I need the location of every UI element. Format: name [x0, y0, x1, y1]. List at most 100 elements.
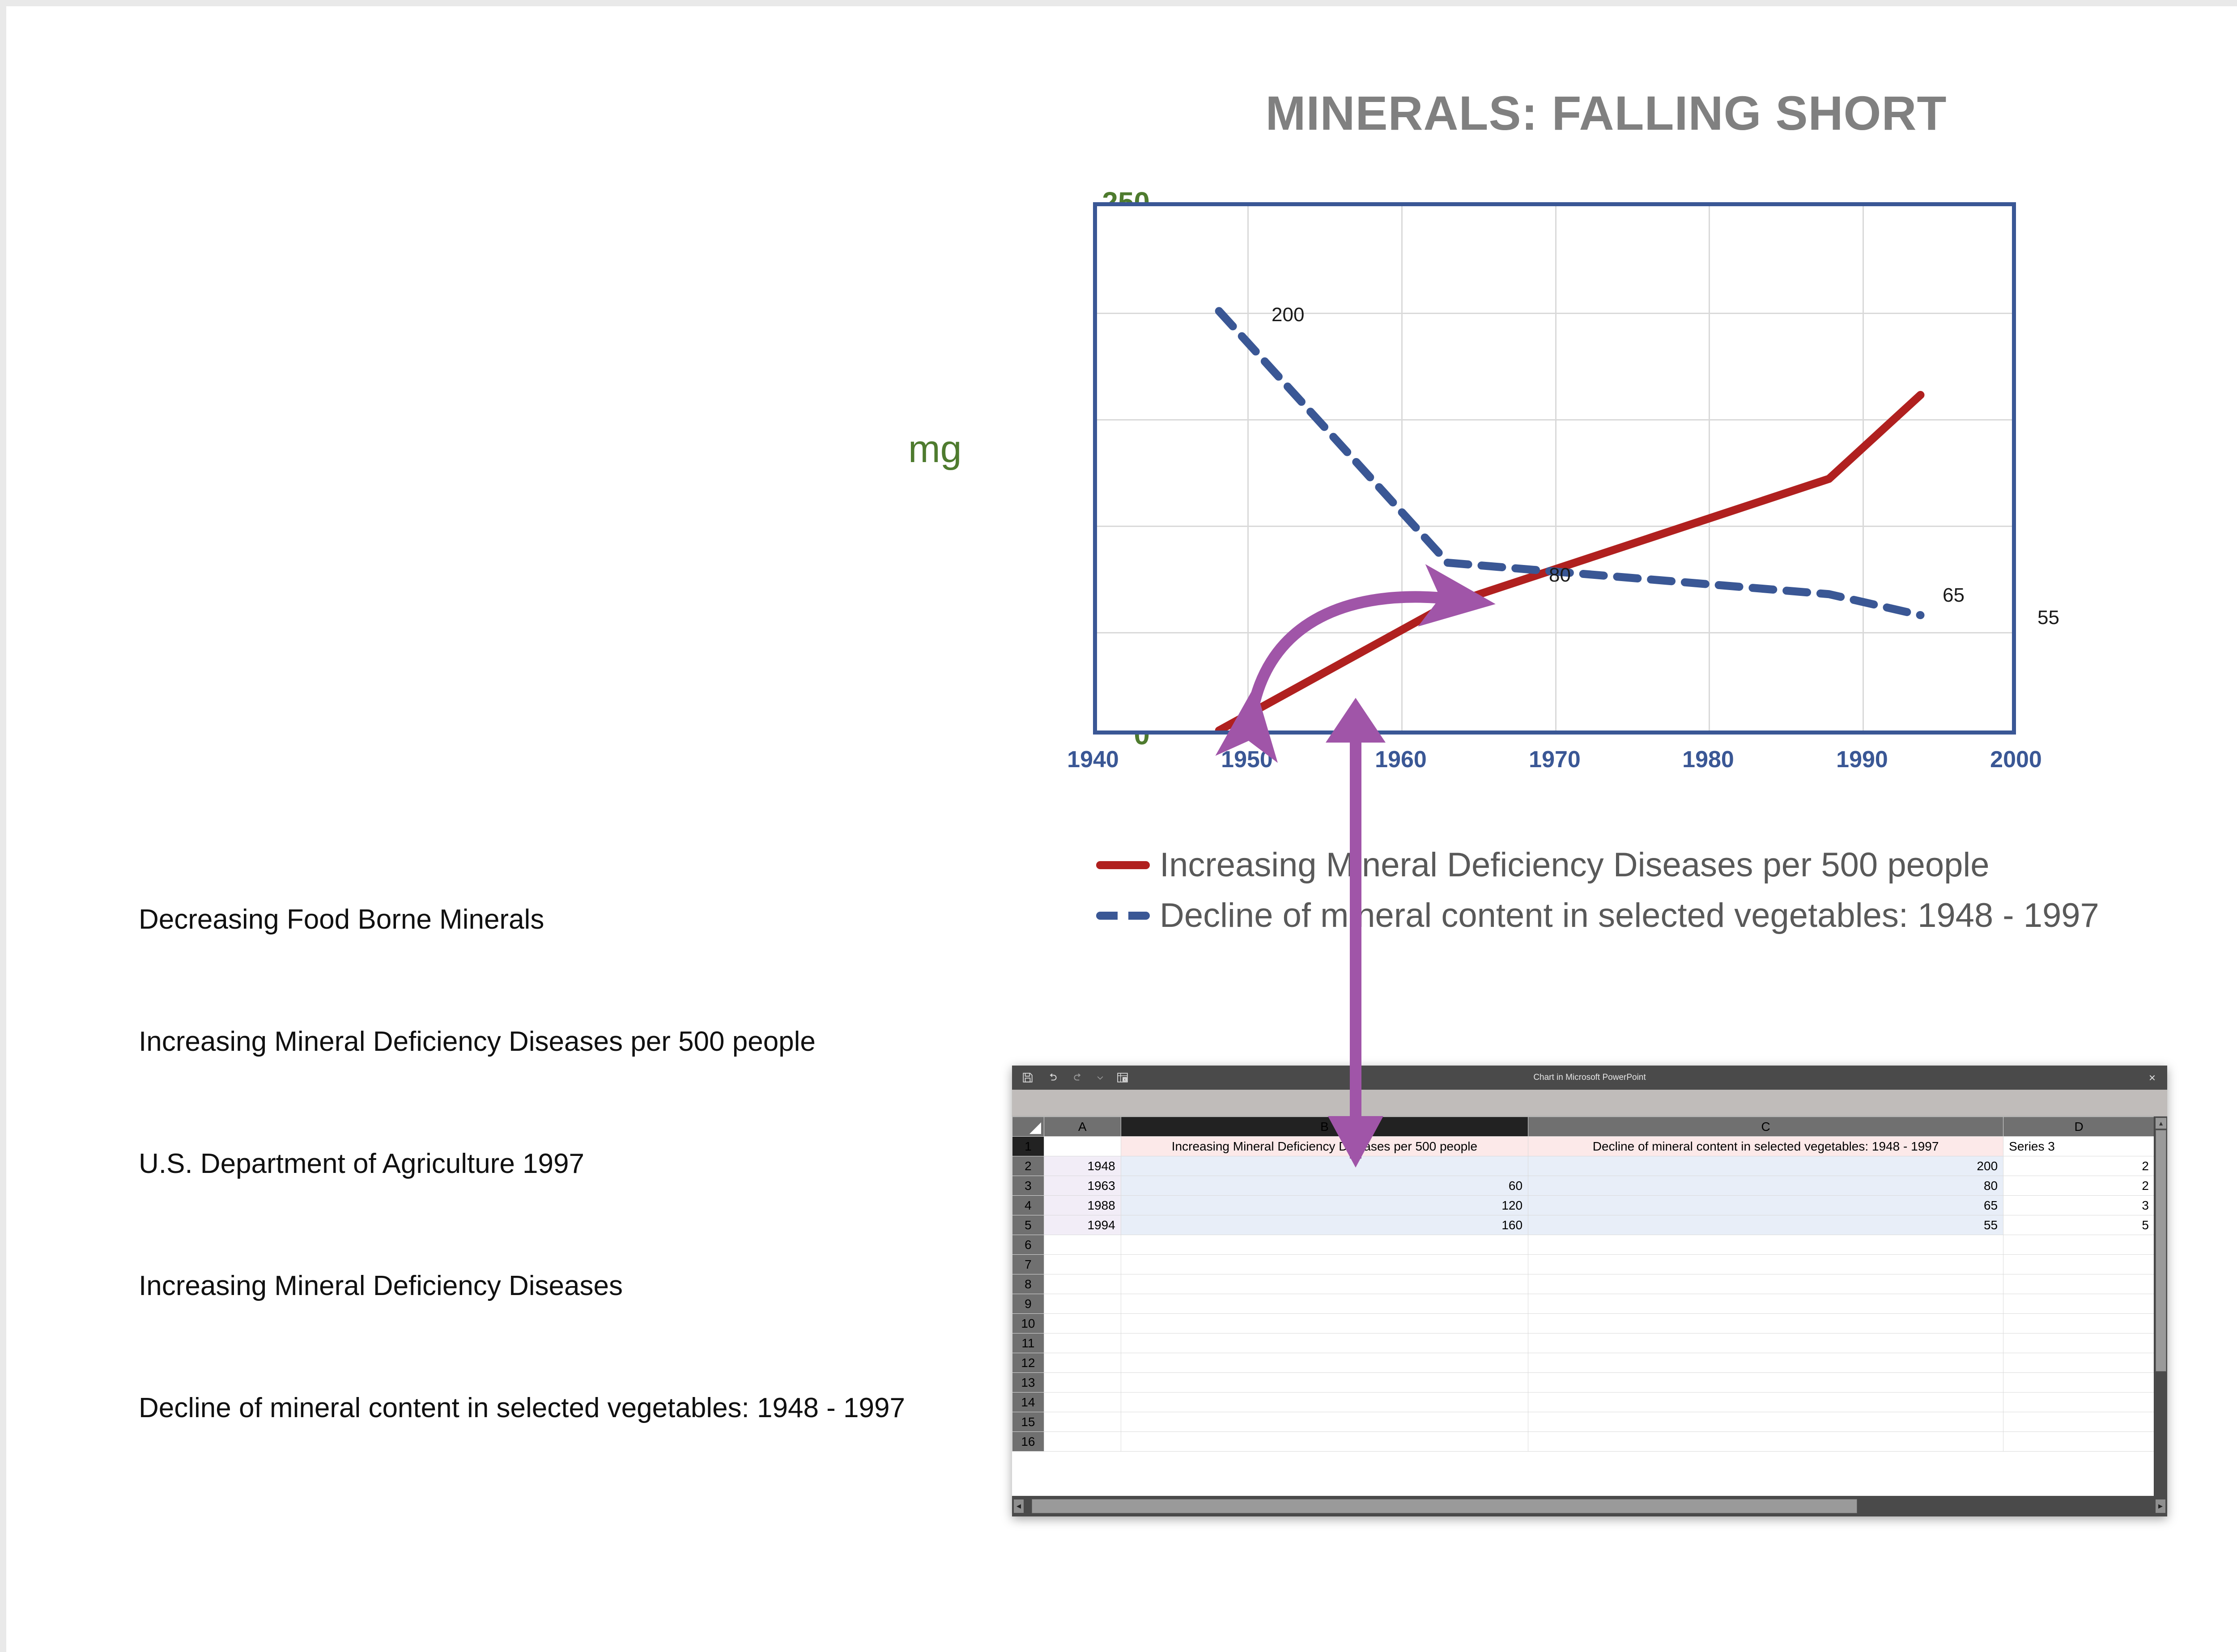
scroll-up-icon[interactable]: ▲ [2156, 1118, 2166, 1129]
row-header-14[interactable]: 14 [1012, 1392, 1044, 1412]
row-header-7[interactable]: 7 [1012, 1254, 1044, 1274]
cell-A7[interactable] [1043, 1254, 1121, 1274]
cell-C2[interactable]: 200 [1528, 1156, 2004, 1176]
row-header-16[interactable]: 16 [1012, 1431, 1044, 1452]
spreadsheet-grid-area[interactable]: A B C D 1 Increasing Mineral Deficiency Disea… [1012, 1117, 2167, 1516]
select-all-corner[interactable] [1012, 1117, 1044, 1137]
cell-A10[interactable] [1043, 1313, 1121, 1333]
cell-C9[interactable] [1528, 1294, 2004, 1314]
row-header-2[interactable]: 2 [1012, 1156, 1044, 1176]
sheet-row[interactable]: 6 [1012, 1235, 2155, 1255]
cell-C3[interactable]: 80 [1528, 1176, 2004, 1196]
cell-A16[interactable] [1043, 1431, 1121, 1452]
cell-A4[interactable]: 1988 [1043, 1195, 1121, 1215]
cell-B3[interactable]: 60 [1120, 1176, 1529, 1196]
cell-A11[interactable] [1043, 1333, 1121, 1353]
cell-A2[interactable]: 1948 [1043, 1156, 1121, 1176]
cell-D11[interactable] [2003, 1333, 2155, 1353]
sheet-row[interactable]: 16 [1012, 1431, 2155, 1452]
row-header-4[interactable]: 4 [1012, 1195, 1044, 1215]
cell-A9[interactable] [1043, 1294, 1121, 1314]
cell-C11[interactable] [1528, 1333, 2004, 1353]
sheet-row[interactable]: 13 [1012, 1372, 2155, 1393]
save-icon[interactable] [1022, 1072, 1033, 1083]
horizontal-scrollbar[interactable]: ◀ ▶ [1012, 1496, 2167, 1516]
cell-D8[interactable] [2003, 1274, 2155, 1294]
chart-object[interactable]: mg 250 200 150 100 50 0 1940 1950 1960 1… [895, 179, 2237, 783]
cell-D13[interactable] [2003, 1372, 2155, 1393]
cell-B13[interactable] [1120, 1372, 1529, 1393]
cell-B2[interactable] [1120, 1156, 1529, 1176]
cell-D4[interactable]: 3 [2003, 1195, 2155, 1215]
cell-C8[interactable] [1528, 1274, 2004, 1294]
sheet-row[interactable]: 4 1988 120 65 3 [1012, 1195, 2155, 1215]
edit-data-in-excel-icon[interactable]: X [1117, 1072, 1128, 1083]
row-header-5[interactable]: 5 [1012, 1215, 1044, 1235]
cell-B16[interactable] [1120, 1431, 1529, 1452]
cell-B15[interactable] [1120, 1412, 1529, 1432]
column-header-D[interactable]: D [2003, 1117, 2155, 1137]
cell-B6[interactable] [1120, 1235, 1529, 1255]
cell-D3[interactable]: 2 [2003, 1176, 2155, 1196]
column-header-B[interactable]: B [1120, 1117, 1529, 1137]
sheet-row[interactable]: 8 [1012, 1274, 2155, 1294]
sheet-row[interactable]: 5 1994 160 55 5 [1012, 1215, 2155, 1235]
cell-C5[interactable]: 55 [1528, 1215, 2004, 1235]
cell-B4[interactable]: 120 [1120, 1195, 1529, 1215]
cell-B10[interactable] [1120, 1313, 1529, 1333]
cell-A15[interactable] [1043, 1412, 1121, 1432]
cell-C12[interactable] [1528, 1353, 2004, 1373]
chevron-down-icon[interactable] [1097, 1074, 1103, 1081]
quick-access-toolbar[interactable]: X [1012, 1072, 1128, 1083]
cell-D15[interactable] [2003, 1412, 2155, 1432]
row-header-15[interactable]: 15 [1012, 1412, 1044, 1432]
cell-A12[interactable] [1043, 1353, 1121, 1373]
cell-C4[interactable]: 65 [1528, 1195, 2004, 1215]
cell-A1[interactable] [1043, 1136, 1121, 1156]
row-header-9[interactable]: 9 [1012, 1294, 1044, 1314]
chart-legend[interactable]: Increasing Mineral Deficiency Diseases p… [1096, 845, 2237, 947]
cell-A13[interactable] [1043, 1372, 1121, 1393]
cell-C10[interactable] [1528, 1313, 2004, 1333]
sheet-row[interactable]: 10 [1012, 1313, 2155, 1333]
cell-D5[interactable]: 5 [2003, 1215, 2155, 1235]
cell-C16[interactable] [1528, 1431, 2004, 1452]
cell-B8[interactable] [1120, 1274, 1529, 1294]
row-header-10[interactable]: 10 [1012, 1313, 1044, 1333]
cell-B12[interactable] [1120, 1353, 1529, 1373]
cell-D6[interactable] [2003, 1235, 2155, 1255]
legend-item-series2[interactable]: Decline of mineral content in selected v… [1096, 896, 2237, 935]
cell-A6[interactable] [1043, 1235, 1121, 1255]
close-icon[interactable]: × [2148, 1071, 2156, 1084]
column-header-C[interactable]: C [1528, 1117, 2004, 1137]
redo-icon[interactable] [1072, 1072, 1084, 1083]
vertical-scrollbar[interactable]: ▲ ▼ [2154, 1117, 2167, 1516]
cell-D14[interactable] [2003, 1392, 2155, 1412]
side-text-block[interactable]: Decreasing Food Borne Minerals Increasin… [139, 904, 944, 1514]
cell-D16[interactable] [2003, 1431, 2155, 1452]
sheet-row[interactable]: 15 [1012, 1412, 2155, 1432]
cell-C6[interactable] [1528, 1235, 2004, 1255]
undo-icon[interactable] [1047, 1072, 1059, 1083]
spreadsheet-titlebar[interactable]: X Chart in Microsoft PowerPoint × [1012, 1066, 2167, 1090]
cell-B5[interactable]: 160 [1120, 1215, 1529, 1235]
cell-A3[interactable]: 1963 [1043, 1176, 1121, 1196]
sheet-row[interactable]: 2 1948 200 2 [1012, 1156, 2155, 1176]
cell-D2[interactable]: 2 [2003, 1156, 2155, 1176]
cell-B9[interactable] [1120, 1294, 1529, 1314]
row-header-11[interactable]: 11 [1012, 1333, 1044, 1353]
cell-D1[interactable]: Series 3 [2003, 1136, 2155, 1156]
sheet-row[interactable]: 11 [1012, 1333, 2155, 1353]
cell-A8[interactable] [1043, 1274, 1121, 1294]
cell-D10[interactable] [2003, 1313, 2155, 1333]
row-header-3[interactable]: 3 [1012, 1176, 1044, 1196]
cell-C7[interactable] [1528, 1254, 2004, 1274]
scroll-right-icon[interactable]: ▶ [2156, 1499, 2165, 1513]
cell-C13[interactable] [1528, 1372, 2004, 1393]
legend-item-series1[interactable]: Increasing Mineral Deficiency Diseases p… [1096, 845, 2237, 884]
spreadsheet-grid[interactable]: A B C D 1 Increasing Mineral Deficiency Disea… [1012, 1117, 2155, 1452]
horizontal-scroll-thumb[interactable] [1032, 1499, 1857, 1513]
cell-C1[interactable]: Decline of mineral content in selected v… [1528, 1136, 2004, 1156]
sheet-row[interactable]: 7 [1012, 1254, 2155, 1274]
